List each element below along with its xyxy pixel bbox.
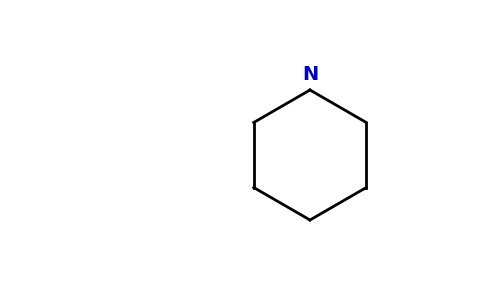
Text: N: N [302,65,318,85]
